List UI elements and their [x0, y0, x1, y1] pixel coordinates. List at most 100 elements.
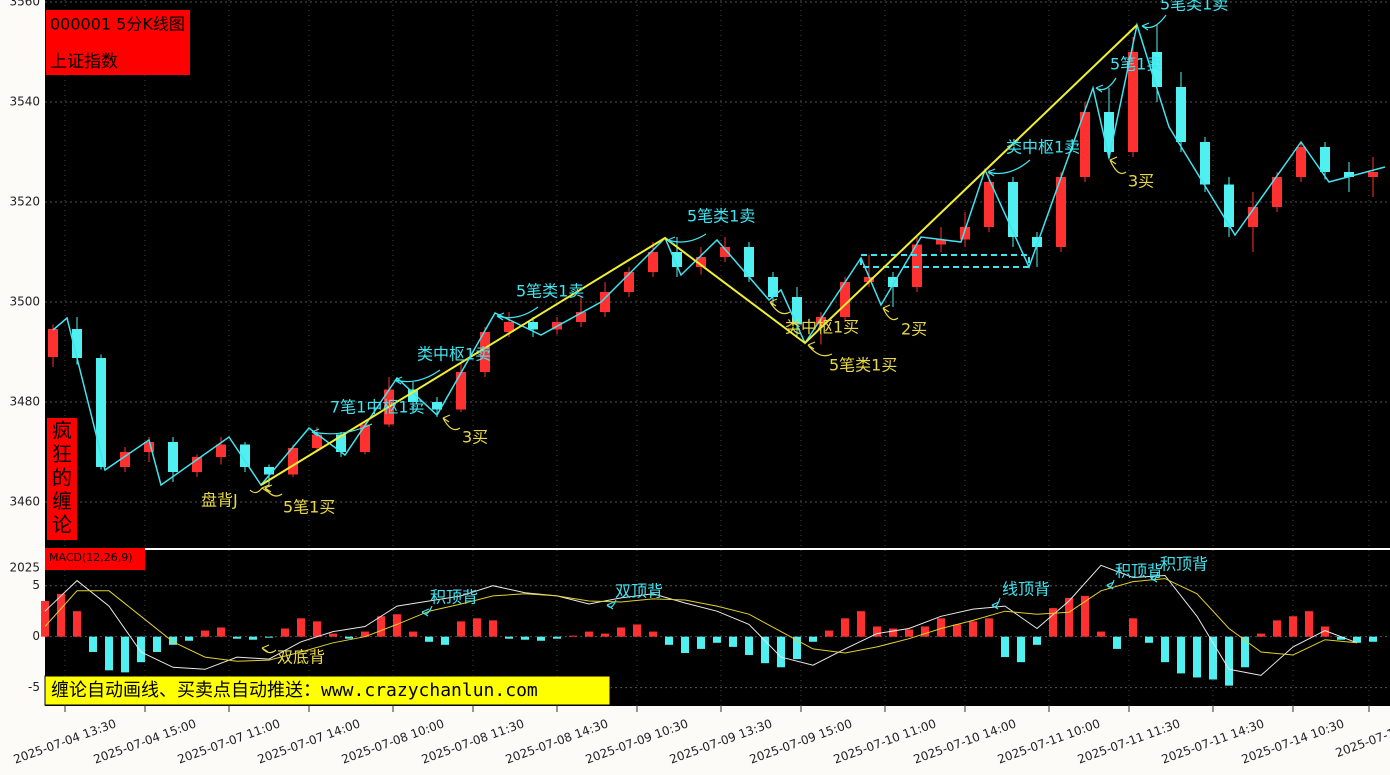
- macd-axis-label: 2025: [9, 561, 40, 575]
- macd-bar: [841, 618, 849, 637]
- candle-body: [672, 252, 682, 267]
- watermark-char: 狂: [52, 442, 72, 466]
- annotation-label: 类中枢1卖: [417, 345, 491, 364]
- candle-body: [1224, 184, 1234, 227]
- macd-bar: [745, 636, 753, 656]
- y-tick-label: 3460: [9, 495, 40, 509]
- y-tick-label: 3520: [9, 195, 40, 209]
- macd-bar: [73, 611, 81, 637]
- banner-box: [44, 675, 611, 706]
- macd-bar: [761, 636, 769, 664]
- macd-bar: [809, 636, 817, 642]
- macd-bar: [521, 636, 529, 640]
- macd-bar: [281, 628, 289, 637]
- annotation-label: 2买: [901, 320, 927, 339]
- annotation-arrow: [394, 369, 441, 385]
- macd-bar: [137, 636, 145, 663]
- candle-body: [1272, 177, 1282, 207]
- candle-body: [192, 457, 202, 472]
- macd-bar: [553, 636, 561, 639]
- annotation-arrow: [1095, 77, 1117, 93]
- candle-body: [144, 442, 154, 452]
- macd-bar: [1305, 611, 1313, 637]
- macd-bar: [233, 636, 241, 639]
- macd-bar: [105, 636, 113, 671]
- annotation-arrow: [1106, 579, 1115, 590]
- macd-bar: [905, 629, 913, 637]
- macd-bar: [57, 593, 65, 637]
- macd-bar: [441, 636, 449, 645]
- macd-bar: [665, 636, 673, 645]
- chart-title: 000001 5分K线图: [50, 15, 185, 34]
- macd-bar: [329, 633, 337, 637]
- macd-bar: [1257, 633, 1265, 637]
- macd-bar: [537, 636, 545, 641]
- annotation-arrow: [442, 414, 461, 431]
- y-tick-label: 3480: [9, 395, 40, 409]
- macd-bar: [793, 636, 801, 660]
- candle-body: [1128, 52, 1138, 152]
- macd-bar: [409, 631, 417, 637]
- macd-bar: [393, 614, 401, 637]
- macd-bar: [1161, 636, 1169, 663]
- macd-legend-box: [45, 548, 145, 570]
- annotation-arrow: [1109, 156, 1127, 175]
- annotation-label: 类中枢1卖: [1006, 138, 1080, 157]
- candle-body: [576, 312, 586, 322]
- candle-body: [1008, 182, 1018, 237]
- candle-body: [912, 244, 922, 287]
- candle-body: [888, 277, 898, 287]
- macd-bar: [345, 636, 353, 639]
- macd-bar: [1049, 608, 1057, 637]
- annotation-arrow: [882, 304, 899, 321]
- macd-bar: [457, 621, 465, 637]
- annotation-arrow: [987, 159, 1031, 177]
- annotation-arrow: [991, 597, 1001, 610]
- annotation-arrow: [667, 233, 707, 245]
- macd-bar: [505, 636, 513, 639]
- candle-body: [336, 434, 346, 452]
- annotation-arrow: [311, 423, 373, 437]
- candle-body: [456, 372, 466, 410]
- macd-bar: [313, 621, 321, 637]
- candle-body: [1176, 87, 1186, 142]
- annotation-label: 积顶背: [1115, 562, 1163, 581]
- annotation-label: 积顶背: [1160, 555, 1208, 574]
- candle-body: [696, 257, 706, 267]
- macd-bar: [1001, 636, 1009, 658]
- macd-bar: [185, 636, 193, 641]
- candle-body: [432, 402, 442, 410]
- watermark-char: 缠: [52, 489, 72, 513]
- candle-body: [624, 272, 634, 292]
- macd-bar: [601, 633, 609, 637]
- annotation-label: 5笔类1卖: [1160, 0, 1228, 14]
- candle-body: [768, 277, 778, 297]
- candle-body: [864, 277, 874, 282]
- macd-bar: [1081, 595, 1089, 637]
- macd-bar: [41, 600, 49, 637]
- macd-bar: [1129, 618, 1137, 637]
- candle-body: [1368, 172, 1378, 177]
- annotation-arrow: [1150, 571, 1159, 583]
- candle-body: [960, 227, 970, 240]
- macd-bar: [1241, 636, 1249, 668]
- annotation-label: 3买: [1128, 172, 1154, 191]
- candle-body: [1248, 207, 1258, 227]
- macd-bar: [265, 636, 273, 638]
- segment-line: [260, 24, 1138, 486]
- macd-bar: [729, 636, 737, 647]
- macd-bar: [1209, 636, 1217, 680]
- y-tick-label: 0: [32, 629, 40, 643]
- annotation-label: 双底背: [277, 648, 325, 667]
- macd-bar: [569, 635, 577, 637]
- watermark-char: 疯: [52, 419, 72, 443]
- candle-body: [984, 182, 994, 227]
- annotation-label: 类中枢1买: [785, 318, 859, 337]
- macd-bar: [585, 631, 593, 637]
- y-tick-label: 3560: [9, 0, 40, 9]
- candle-body: [312, 434, 322, 448]
- annotation-arrow: [807, 341, 833, 357]
- macd-bar: [1065, 597, 1073, 637]
- watermark-box: [47, 418, 77, 540]
